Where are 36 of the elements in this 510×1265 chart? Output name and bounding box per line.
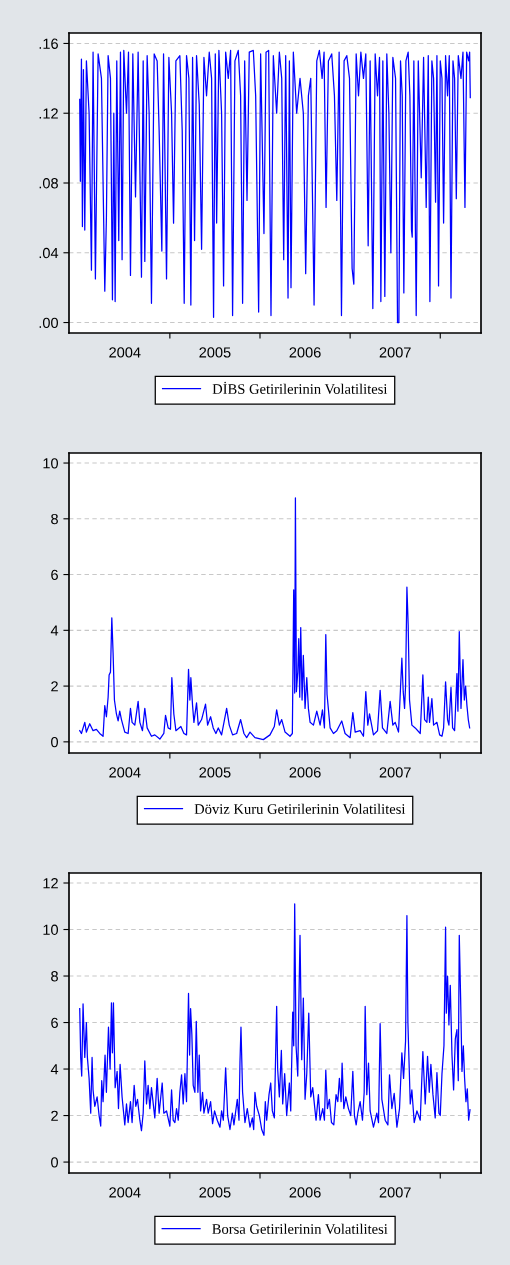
line-series [79, 903, 471, 1136]
y-tick-label: 4 [50, 625, 59, 636]
y-tick-label: 2 [51, 681, 58, 692]
x-tick-label: 2006 [289, 767, 321, 778]
x-tick-label: 2006 [289, 347, 321, 358]
y-tick-label: 6 [51, 1017, 58, 1028]
x-tick-label: 2006 [289, 1187, 321, 1198]
x-tick-label: 2007 [379, 347, 411, 358]
legend-label: Borsa Getirilerinin Volatilitesi [212, 1223, 388, 1235]
x-tick-label: 2007 [379, 1187, 411, 1198]
y-tick-label: 12 [43, 878, 58, 889]
y-tick-label: 0 [51, 736, 59, 748]
y-tick-label: 10 [43, 458, 59, 469]
legend-label: DİBS Getirilerinin Volatilitesi [212, 381, 388, 395]
x-tick-label: 2005 [199, 347, 231, 358]
y-tick-label: .04 [39, 247, 59, 259]
y-tick-label: 6 [51, 569, 58, 580]
line-series [79, 49, 471, 324]
line-series [79, 497, 471, 741]
y-tick-label: 8 [51, 513, 58, 525]
y-tick-label: 0 [51, 1157, 59, 1168]
y-tick-label: .16 [39, 38, 58, 49]
y-tick-label: .08 [39, 178, 58, 189]
y-tick-label: .12 [39, 108, 58, 119]
x-tick-label: 2004 [109, 1187, 141, 1198]
y-tick-label: 4 [50, 1064, 59, 1075]
x-tick-label: 2007 [379, 767, 411, 778]
y-tick-label: 8 [51, 971, 58, 982]
x-tick-label: 2005 [199, 767, 231, 778]
legend-label: Döviz Kuru Getirilerinin Volatilitesi [194, 803, 406, 815]
y-tick-label: 10 [43, 924, 59, 935]
x-tick-label: 2005 [199, 1187, 231, 1198]
x-tick-label: 2004 [109, 347, 141, 358]
y-tick-label: 2 [51, 1110, 58, 1121]
y-tick-label: .00 [39, 317, 59, 328]
x-tick-label: 2004 [109, 767, 141, 778]
